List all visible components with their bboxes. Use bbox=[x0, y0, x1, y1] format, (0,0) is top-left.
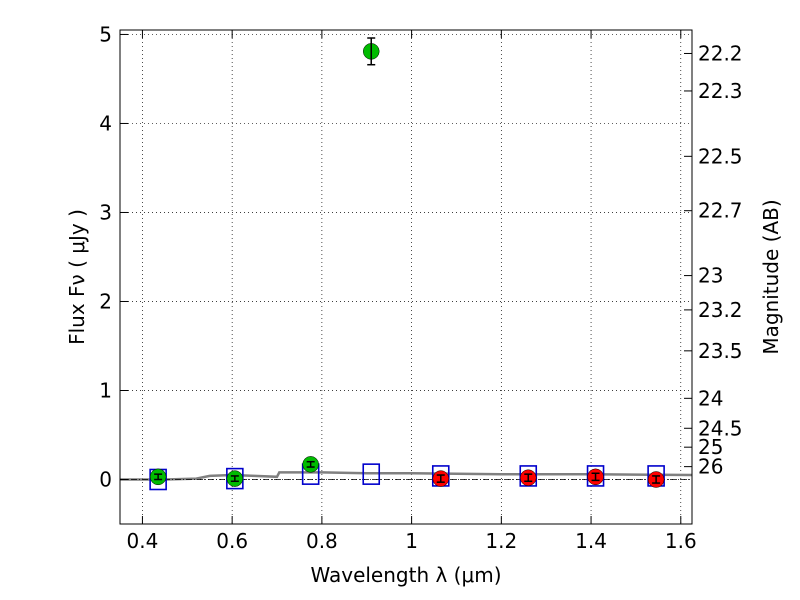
y-tick-label: 0 bbox=[99, 467, 112, 491]
y-tick-label: 5 bbox=[99, 22, 112, 46]
y2-tick-label: 25 bbox=[698, 435, 723, 459]
y-tick-label: 4 bbox=[99, 111, 112, 135]
x-tick-label: 1.4 bbox=[575, 529, 607, 553]
plot-frame bbox=[119, 29, 693, 525]
y2-axis-title: Magnitude (AB) bbox=[759, 199, 783, 354]
y-axis: 0 1 2 3 4 5 bbox=[99, 22, 128, 491]
y2-tick-label: 23.2 bbox=[698, 298, 743, 322]
plot-background bbox=[120, 30, 692, 524]
x-axis: 0.4 0.6 0.8 1 1.2 1.4 1.6 bbox=[127, 30, 697, 553]
y-tick-label: 1 bbox=[99, 378, 112, 402]
y2-tick-label: 22.5 bbox=[698, 144, 743, 168]
y-tick-label: 2 bbox=[99, 289, 112, 313]
x-axis-title: Wavelength λ (μm) bbox=[310, 563, 501, 587]
model-spectrum bbox=[120, 471, 693, 481]
y-axis-title: Flux Fν ( μJy ) bbox=[65, 209, 89, 345]
y2-tick-label: 22.3 bbox=[698, 79, 743, 103]
y2-tick-label: 26 bbox=[698, 455, 723, 479]
y2-tick-label: 23 bbox=[698, 264, 723, 288]
x-tick-label: 0.4 bbox=[127, 529, 159, 553]
x-tick-label: 0.6 bbox=[216, 529, 248, 553]
data-points bbox=[149, 37, 665, 488]
x-tick-label: 0.8 bbox=[306, 529, 338, 553]
y-tick-label: 3 bbox=[99, 200, 112, 224]
x-tick-label: 1 bbox=[405, 529, 418, 553]
y2-tick-label: 23.5 bbox=[698, 339, 743, 363]
x-tick-label: 1.2 bbox=[485, 529, 517, 553]
y2-tick-label: 24 bbox=[698, 386, 723, 410]
x-tick-label: 1.6 bbox=[665, 529, 697, 553]
model-spectrum-line bbox=[120, 471, 693, 481]
y2-tick-label: 24.5 bbox=[698, 416, 743, 440]
model-band-marker bbox=[362, 463, 381, 485]
y2-tick-label: 22.2 bbox=[698, 41, 743, 65]
y2-tick-label: 22.7 bbox=[698, 199, 743, 223]
